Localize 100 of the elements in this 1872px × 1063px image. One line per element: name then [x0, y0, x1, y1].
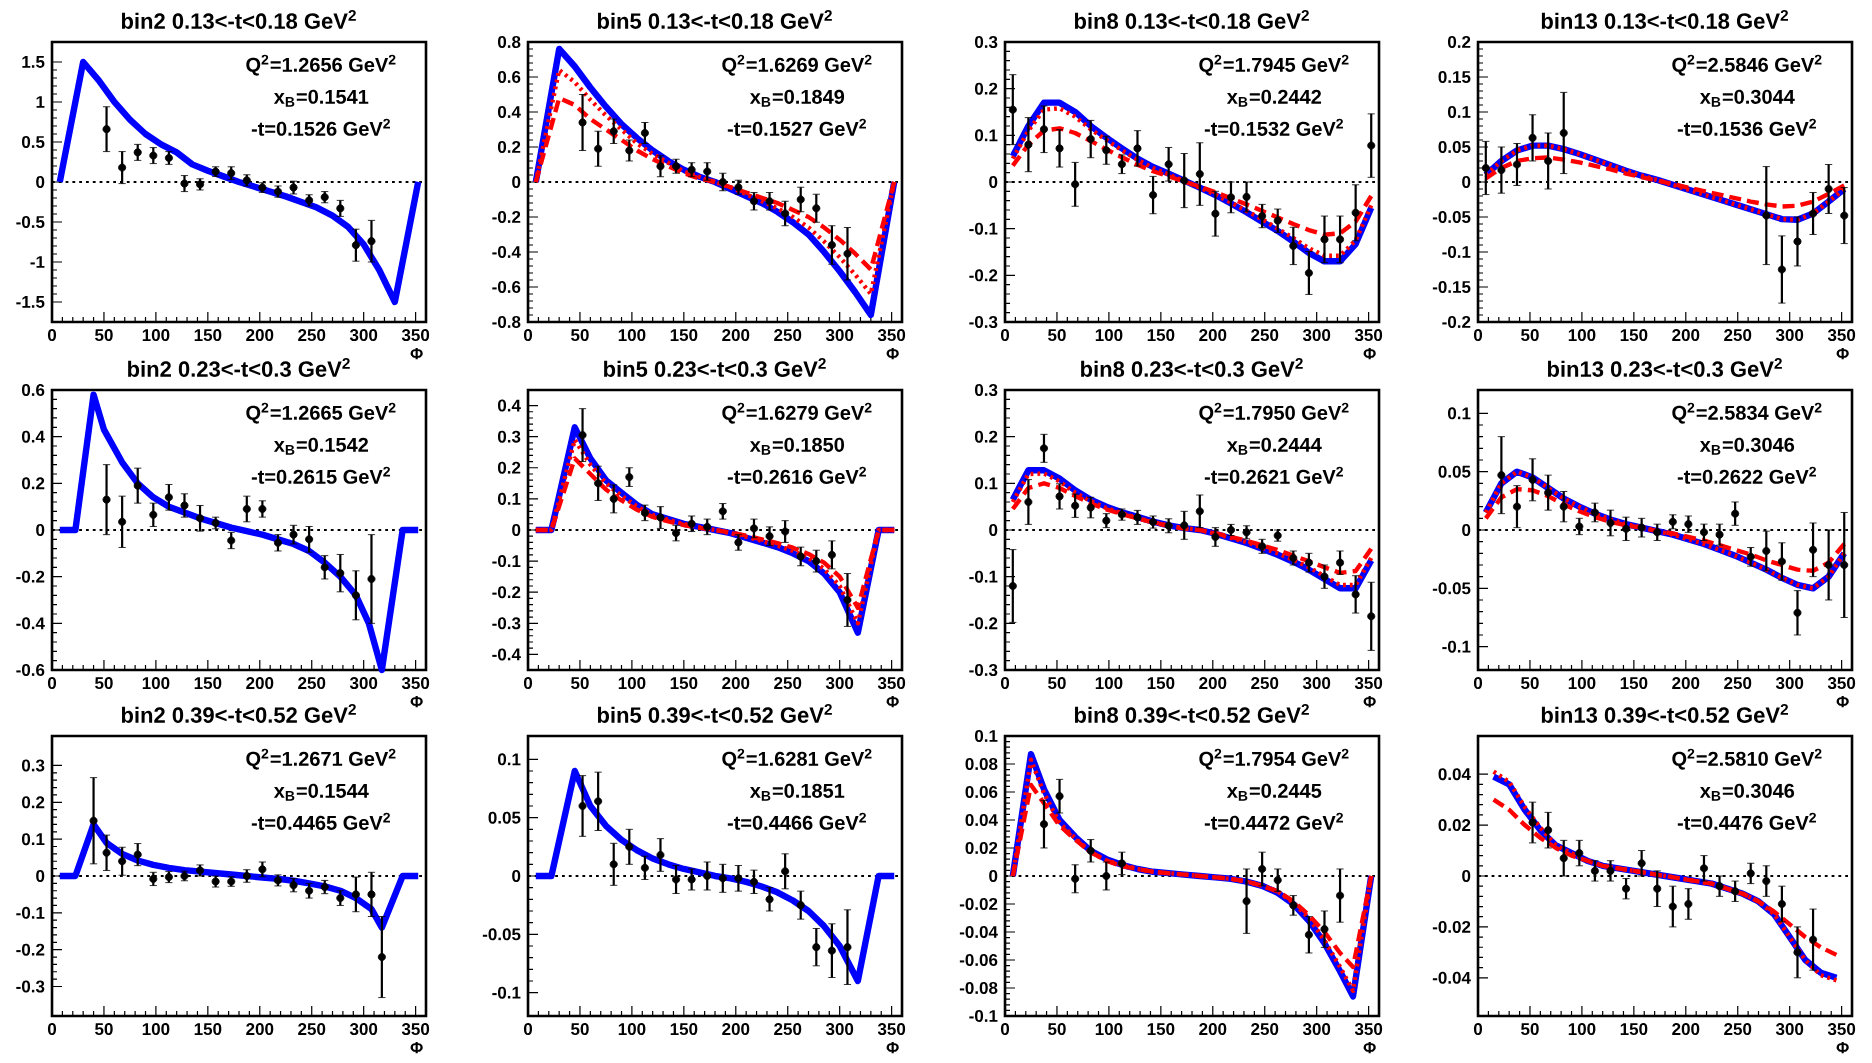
- annotation: -t=0.2616 GeV$^{2}$: [727, 466, 866, 484]
- y-tick-label: -0.2: [16, 570, 45, 583]
- annotation: x$_{B}$=0.3046: [1699, 437, 1795, 455]
- y-tick-label: 0.15: [1438, 70, 1471, 83]
- x-tick-label: 250: [774, 329, 802, 342]
- annotation: Q$^{2}$=1.7954 GeV$^{2}$: [1199, 748, 1349, 770]
- x-axis-title: Φ: [410, 348, 423, 360]
- y-tick-label: -0.05: [1432, 210, 1471, 223]
- annotation: Q$^{2}$=1.2665 GeV$^{2}$: [246, 402, 396, 424]
- x-tick-label: 150: [1147, 329, 1175, 342]
- x-tick-label: 100: [142, 329, 170, 342]
- y-tick-label: -0.2: [969, 269, 998, 282]
- y-tick-label: -0.1: [969, 570, 998, 583]
- y-tick-label: -0.02: [959, 897, 998, 910]
- x-tick-label: 150: [194, 677, 222, 690]
- x-tick-label: 0: [47, 677, 57, 690]
- y-tick-label: 0.2: [21, 796, 45, 809]
- annotation: Q$^{2}$=2.5834 GeV$^{2}$: [1672, 402, 1822, 424]
- y-tick-label: -0.6: [492, 280, 521, 293]
- x-tick-label: 250: [1251, 677, 1279, 690]
- annotation: -t=0.1526 GeV$^{2}$: [251, 118, 390, 136]
- y-tick-label: -0.08: [959, 981, 998, 994]
- y-tick-label: -0.6: [16, 663, 45, 676]
- x-tick-label: 100: [142, 1023, 170, 1036]
- annotation: Q$^{2}$=1.6279 GeV$^{2}$: [722, 402, 872, 424]
- x-tick-label: 350: [1354, 1023, 1383, 1036]
- x-tick-label: 50: [571, 329, 589, 342]
- x-tick-label: 250: [298, 329, 326, 342]
- x-tick-label: 100: [618, 1023, 646, 1036]
- y-tick-label: -0.04: [1432, 971, 1471, 984]
- y-tick-label: -0.2: [492, 586, 521, 599]
- chart-title: bin13 0.13<-t<0.18 GeV$^{2}$: [1541, 9, 1789, 29]
- x-tick-label: 0: [523, 1023, 533, 1036]
- x-tick-label: 200: [1199, 329, 1227, 342]
- annotation: Q$^{2}$=1.6281 GeV$^{2}$: [722, 748, 872, 770]
- x-axis-title: Φ: [410, 696, 423, 708]
- x-tick-label: 200: [1672, 677, 1700, 690]
- y-tick-label: -0.2: [1442, 315, 1471, 328]
- x-axis-title: Φ: [1836, 348, 1849, 360]
- y-tick-label: 0.4: [21, 430, 45, 443]
- annotation: -t=0.2615 GeV$^{2}$: [251, 466, 390, 484]
- x-tick-label: 350: [1827, 1023, 1856, 1036]
- x-tick-label: 150: [1620, 677, 1648, 690]
- y-tick-label: -0.2: [969, 617, 998, 630]
- x-tick-label: 200: [1199, 677, 1227, 690]
- chart-title: bin8 0.23<-t<0.3 GeV$^{2}$: [1081, 357, 1303, 377]
- x-tick-label: 300: [1775, 1023, 1804, 1036]
- y-tick-label: -0.3: [16, 980, 45, 993]
- y-tick-label: -1.5: [16, 296, 45, 308]
- x-tick-label: 300: [349, 329, 378, 342]
- y-tick-label: 0.06: [965, 785, 998, 798]
- y-tick-label: 0.05: [488, 811, 521, 824]
- y-tick-label: 0.1: [1447, 105, 1471, 118]
- annotation: x$_{B}$=0.2442: [1226, 89, 1322, 107]
- x-tick-label: 50: [1521, 329, 1539, 342]
- x-tick-label: 50: [571, 1023, 589, 1036]
- annotation: -t=0.4465 GeV$^{2}$: [251, 812, 390, 830]
- x-tick-label: 150: [670, 1023, 698, 1036]
- chart-title: bin2 0.23<-t<0.3 GeV$^{2}$: [128, 357, 350, 377]
- y-tick-label: 1: [36, 96, 45, 108]
- y-tick-label: 0.1: [497, 753, 521, 766]
- x-axis-title: Φ: [1363, 1042, 1376, 1054]
- x-tick-label: 300: [1775, 329, 1804, 342]
- chart-title: bin8 0.13<-t<0.18 GeV$^{2}$: [1074, 9, 1309, 29]
- x-tick-label: 250: [1724, 677, 1752, 690]
- annotation: Q$^{2}$=1.7950 GeV$^{2}$: [1199, 402, 1349, 424]
- y-tick-label: 0.1: [21, 833, 45, 846]
- annotation: -t=0.2622 GeV$^{2}$: [1677, 466, 1816, 484]
- chart-title: bin2 0.39<-t<0.52 GeV$^{2}$: [121, 703, 356, 723]
- y-tick-label: 0: [512, 523, 521, 536]
- y-tick-label: 0.2: [974, 82, 998, 95]
- annotation: Q$^{2}$=2.5846 GeV$^{2}$: [1672, 54, 1822, 76]
- x-tick-label: 200: [246, 677, 274, 690]
- x-tick-label: 100: [1095, 677, 1123, 690]
- x-tick-label: 250: [774, 1023, 802, 1036]
- y-tick-label: 0.8: [497, 35, 521, 49]
- y-tick-label: 0.1: [497, 492, 521, 505]
- x-tick-label: 150: [670, 677, 698, 690]
- annotation: Q$^{2}$=2.5810 GeV$^{2}$: [1672, 748, 1822, 770]
- y-tick-label: 0: [989, 869, 998, 882]
- x-tick-label: 300: [1302, 1023, 1331, 1036]
- y-tick-label: 0.6: [497, 70, 521, 84]
- x-tick-label: 300: [825, 329, 854, 342]
- x-tick-label: 250: [298, 677, 326, 690]
- x-tick-label: 100: [1568, 1023, 1596, 1036]
- x-tick-label: 250: [1251, 329, 1279, 342]
- x-tick-label: 300: [349, 677, 378, 690]
- x-tick-label: 350: [1827, 329, 1856, 342]
- x-tick-label: 350: [401, 1023, 430, 1036]
- y-tick-label: -0.05: [482, 928, 521, 941]
- y-tick-label: -0.1: [16, 906, 45, 919]
- x-tick-label: 100: [1095, 329, 1123, 342]
- x-tick-label: 50: [1521, 1023, 1539, 1036]
- y-tick-label: 1.5: [22, 56, 45, 68]
- y-tick-label: 0.3: [497, 430, 521, 443]
- x-tick-label: 200: [722, 329, 750, 342]
- y-tick-label: -0.2: [16, 943, 45, 956]
- y-tick-label: 0.3: [974, 383, 998, 397]
- x-tick-label: 0: [47, 329, 57, 342]
- x-tick-label: 200: [722, 1023, 750, 1036]
